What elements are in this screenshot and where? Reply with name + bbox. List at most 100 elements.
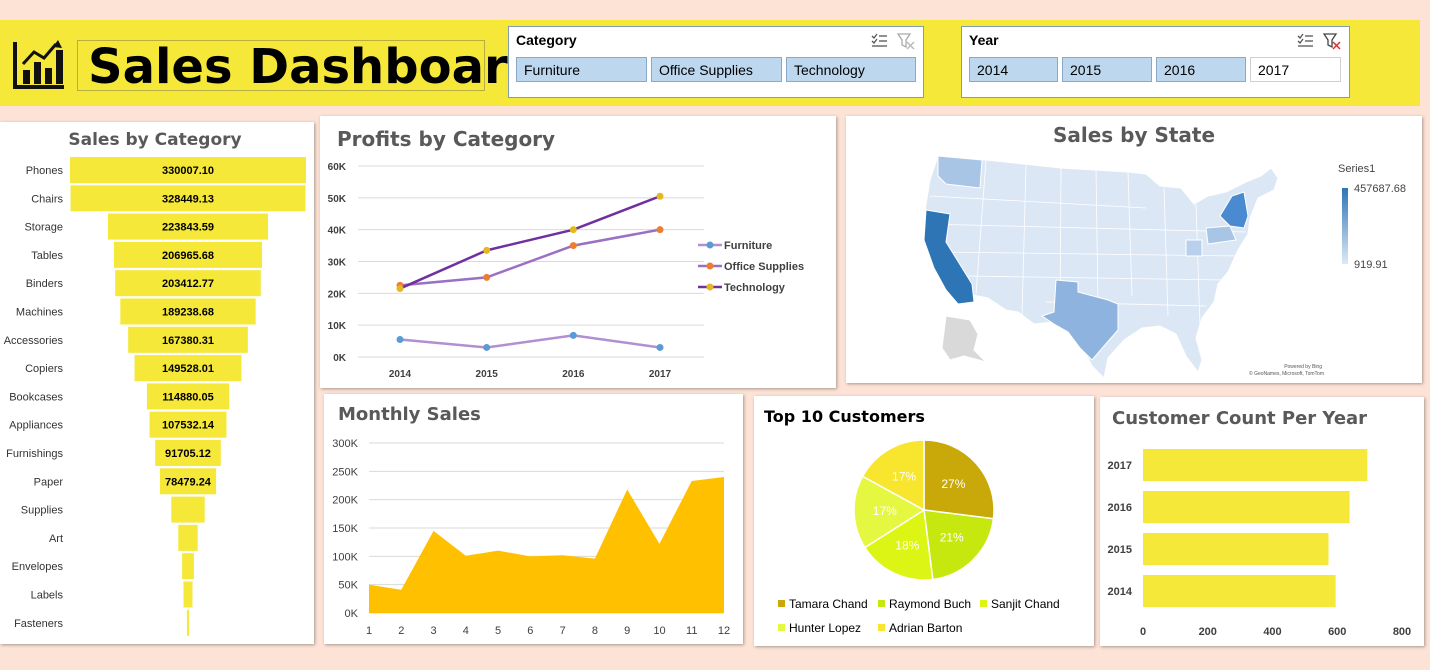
year-slicer-title: Year — [969, 32, 999, 48]
legend-marker — [706, 283, 714, 291]
map-state-texas — [1040, 279, 1119, 361]
data-label: 149528.01 — [162, 363, 214, 375]
slicer-item-2014[interactable]: 2014 — [969, 57, 1058, 82]
funnel-bar — [149, 411, 227, 438]
slicer-item-2015[interactable]: 2015 — [1062, 57, 1152, 82]
y-tick-label: 300K — [332, 438, 358, 450]
legend-label: Technology — [724, 282, 786, 294]
legend-label: Sanjit Chand — [991, 597, 1060, 611]
funnel-bar — [113, 241, 263, 268]
profits-by-category-chart: 0K 10K 20K 30K 40K 50K 60K 2014 2015 2016 2017 Furn… — [328, 162, 804, 380]
x-tick-label: 7 — [560, 625, 566, 637]
multi-select-icon[interactable] — [871, 32, 889, 50]
customer-count-panel: Customer Count Per Year 2017 2016 2015 2014… — [1100, 397, 1424, 646]
x-tick-label: 400 — [1263, 626, 1281, 638]
x-tick-label: 8 — [592, 625, 598, 637]
data-point — [656, 192, 664, 200]
x-tick-label: 2014 — [389, 369, 412, 380]
map-state-washington-fill2 — [1185, 239, 1203, 257]
slicer-item-2016[interactable]: 2016 — [1156, 57, 1246, 82]
dashboard-title-box — [77, 40, 485, 91]
profits-by-category-title: Profits by Category — [337, 127, 556, 151]
y-tick-label: 10K — [328, 321, 347, 332]
funnel-bar — [70, 185, 306, 212]
x-tick-label: 10 — [653, 625, 665, 637]
sales-by-category-title: Sales by Category — [68, 130, 242, 150]
y-tick-label: 150K — [332, 523, 358, 535]
data-point — [483, 246, 491, 254]
monthly-sales-panel: Monthly Sales 0K 50K 100K 150K 200K 250K 300K 1… — [324, 394, 743, 644]
y-tick-label: 30K — [328, 258, 347, 269]
slicer-item-2017[interactable]: 2017 — [1250, 57, 1341, 82]
data-label: 206965.68 — [162, 250, 214, 262]
pie-slice — [863, 508, 934, 581]
y-tick-label: 60K — [328, 162, 347, 173]
funnel-bar — [182, 553, 194, 580]
legend-marker — [706, 262, 714, 270]
legend-label: Office Supplies — [724, 261, 804, 273]
data-label: 203412.77 — [162, 278, 214, 290]
slice-label: 17% — [873, 504, 897, 518]
category-label: Machines — [16, 307, 64, 319]
category-label: Chairs — [31, 193, 63, 205]
series-line — [399, 195, 661, 290]
x-tick-label: 2 — [398, 625, 404, 637]
sales-by-state-panel: Sales by State — [846, 116, 1422, 383]
profits-by-category-panel: Profits by Category 0K 10K 20K 30K 40K 50K 60K… — [320, 116, 836, 388]
legend-label: Raymond Buch — [889, 597, 971, 611]
y-tick-label: 0K — [345, 608, 359, 620]
clear-filter-icon[interactable] — [896, 32, 915, 50]
y-tick-label: 50K — [338, 580, 358, 592]
bar — [1143, 449, 1368, 481]
us-map: Series1 457687.68 919.91 Powered by Bing… — [923, 155, 1406, 380]
category-label: Phones — [26, 165, 64, 177]
legend-swatch — [878, 624, 885, 631]
y-tick-label: 20K — [328, 289, 347, 300]
funnel-bar — [159, 468, 217, 495]
slicer-item-technology[interactable]: Technology — [786, 57, 916, 82]
sales-by-category-panel: Sales by Category Phones 330007.10 Chairs 3… — [0, 122, 314, 644]
pie-slice — [923, 439, 995, 520]
y-tick-label: 200K — [332, 495, 358, 507]
bar — [1143, 533, 1329, 565]
x-tick-label: 2017 — [649, 369, 672, 380]
x-tick-label: 6 — [527, 625, 533, 637]
map-state-california — [923, 209, 975, 305]
data-point — [483, 273, 491, 281]
clear-filter-icon[interactable] — [1322, 32, 1341, 50]
map-legend-min: 919.91 — [1354, 259, 1388, 271]
category-label: Accessories — [4, 335, 64, 347]
customer-count-chart: 2017 2016 2015 2014 0 200 400 600 800 — [1108, 449, 1411, 638]
x-tick-label: 2015 — [476, 369, 499, 380]
data-label: 91705.12 — [165, 448, 211, 460]
multi-select-icon[interactable] — [1297, 32, 1315, 50]
y-tick-label: 250K — [332, 466, 358, 478]
data-point — [656, 343, 664, 351]
funnel-bar — [128, 326, 248, 353]
data-point — [569, 226, 577, 234]
category-label: Storage — [24, 222, 63, 234]
customer-count-title: Customer Count Per Year — [1112, 408, 1368, 429]
x-tick-label: 800 — [1393, 626, 1411, 638]
data-label: 167380.31 — [162, 335, 214, 347]
y-tick-label: 2017 — [1108, 460, 1132, 472]
top-customers-chart: 27% 21% 18% 17% 17% Tamara Chand Raymond Buch S… — [778, 439, 1060, 635]
category-label: Envelopes — [12, 561, 64, 573]
data-label: 78479.24 — [165, 476, 212, 488]
data-label: 328449.13 — [162, 193, 214, 205]
area-series — [369, 477, 724, 613]
funnel-bar — [146, 383, 230, 410]
category-label: Copiers — [25, 363, 63, 375]
data-point — [569, 331, 577, 339]
slice-label: 17% — [892, 469, 916, 483]
monthly-sales-title: Monthly Sales — [338, 404, 481, 425]
slicer-item-office-supplies[interactable]: Office Supplies — [651, 57, 782, 82]
y-tick-label: 0K — [333, 353, 347, 364]
x-tick-label: 12 — [718, 625, 730, 637]
slicer-item-furniture[interactable]: Furniture — [516, 57, 647, 82]
y-tick-label: 100K — [332, 551, 358, 563]
data-point — [396, 285, 404, 293]
x-tick-label: 2016 — [562, 369, 585, 380]
x-tick-label: 11 — [686, 625, 697, 637]
legend-swatch — [778, 624, 785, 631]
